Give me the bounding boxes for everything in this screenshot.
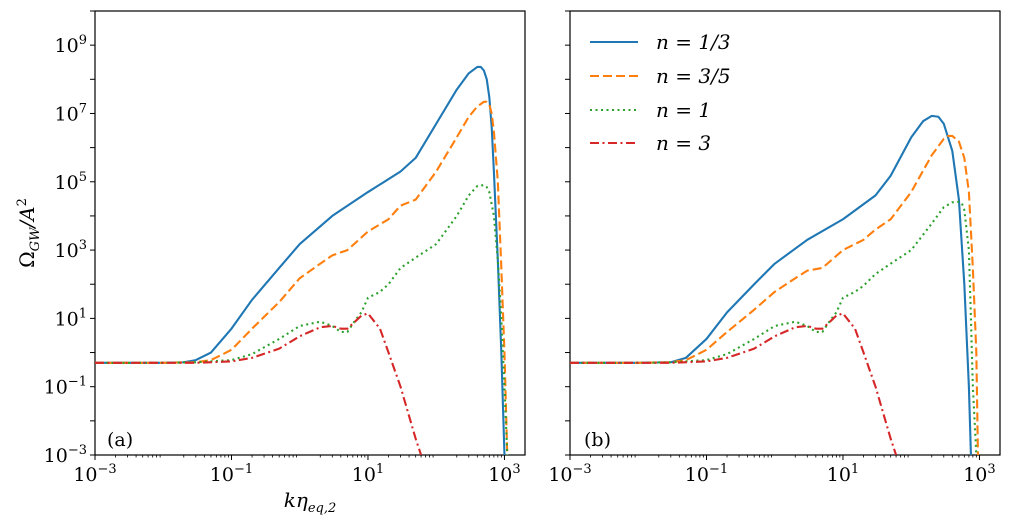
panel-a-x-tick-label: 103 bbox=[488, 462, 520, 486]
legend-label-n-three-fifths: n = 3/5 bbox=[656, 64, 731, 88]
panel-b-series-n-3-5 bbox=[570, 134, 979, 455]
y-axis-label-sub: GW bbox=[28, 226, 43, 251]
panel-b-x-tick-label: 103 bbox=[963, 462, 995, 486]
panel-a-ticks: 10−3 10−1 101 103 10−3 10−1 101 103 105 107 109 bbox=[44, 10, 521, 486]
panel-a-series-n-3 bbox=[95, 312, 423, 455]
panel-b-ticks: 10−3 10−1 101 103 bbox=[548, 10, 996, 486]
panel-a-x-tick-label: 101 bbox=[352, 462, 384, 486]
panel-a-y-tick-label: 107 bbox=[55, 101, 87, 125]
legend-label-n-one: n = 1 bbox=[656, 98, 711, 122]
panel-b-label: (b) bbox=[584, 429, 611, 451]
x-axis-label-base: k bbox=[284, 488, 296, 512]
panel-a-y-tick-label: 109 bbox=[55, 33, 87, 57]
panel-a-series-n-1-3 bbox=[95, 65, 506, 455]
y-axis-label-base: Ω bbox=[15, 251, 39, 268]
legend-label-n-one-third: n = 1/3 bbox=[656, 30, 731, 54]
panel-b-x-tick-label: 10−1 bbox=[685, 462, 728, 486]
legend: n = 1/3 n = 3/5 n = 1 n = 3 bbox=[590, 30, 731, 155]
panel-a-series-n-3-5 bbox=[95, 100, 509, 455]
panel-a: 10−3 10−1 101 103 10−3 10−1 101 103 105 107 109 (a… bbox=[15, 10, 526, 516]
legend-label-n-three: n = 3 bbox=[656, 131, 711, 155]
x-axis-label: kηeq,2 bbox=[284, 488, 337, 516]
panel-b-frame bbox=[569, 10, 1001, 456]
panel-b-series-n-1 bbox=[570, 200, 978, 455]
panel-a-y-tick-label: 103 bbox=[55, 238, 87, 262]
panel-a-y-tick-label: 10−3 bbox=[44, 443, 87, 467]
panel-b-series-group bbox=[570, 114, 979, 455]
x-axis-label-sub: eq,2 bbox=[308, 501, 336, 516]
panel-b-series-n-3 bbox=[570, 312, 898, 455]
panel-a-y-tick-label: 101 bbox=[55, 306, 87, 330]
panel-a-label: (a) bbox=[107, 429, 133, 451]
panel-b: 10−3 10−1 101 103 (b) n = 1/3 n = 3/5 n = 1… bbox=[548, 10, 1001, 486]
panel-b-x-tick-label: 10−3 bbox=[548, 462, 591, 486]
y-axis-label: ΩGW/A2 bbox=[15, 198, 43, 268]
panel-a-frame bbox=[94, 10, 526, 456]
y-axis-label-sup: 2 bbox=[15, 198, 30, 206]
panel-b-series-n-1-3 bbox=[570, 114, 972, 455]
panel-a-y-tick-label: 105 bbox=[55, 170, 87, 194]
panel-a-y-tick-label: 10−1 bbox=[44, 375, 87, 399]
y-axis-label-rest: /A bbox=[15, 206, 39, 229]
x-axis-label-greek: η bbox=[296, 488, 308, 512]
panel-a-x-tick-label: 10−3 bbox=[73, 462, 116, 486]
panel-a-series-group bbox=[95, 65, 509, 455]
panel-b-x-tick-label: 101 bbox=[827, 462, 859, 486]
panel-a-x-tick-label: 10−1 bbox=[210, 462, 253, 486]
panel-a-series-n-1 bbox=[95, 184, 509, 455]
